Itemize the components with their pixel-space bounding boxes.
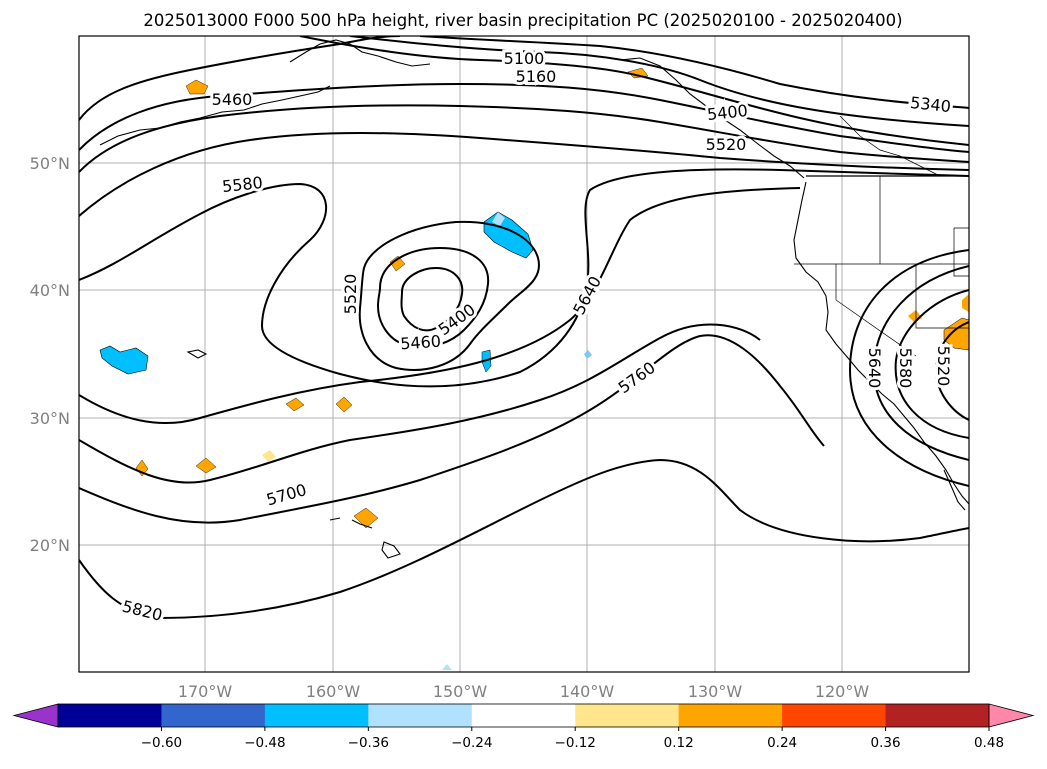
lat-tick-label: 50°N: [30, 154, 70, 173]
contour-label: 5520: [341, 274, 360, 315]
contour-label: 5520: [706, 135, 747, 154]
contour-line: [79, 104, 969, 173]
contour-line: [79, 168, 969, 388]
colorbar-segment: [161, 704, 266, 727]
lat-tick-label: 20°N: [30, 536, 70, 555]
state-border: [835, 264, 917, 357]
hawaii-islands: [329, 517, 401, 559]
contour-line-east: [848, 249, 969, 487]
precip-positive-blob: [627, 67, 649, 79]
precip-positive-blob: [185, 79, 209, 95]
contour-label: 5100: [504, 49, 545, 68]
precip-positive-blob: [262, 450, 276, 462]
lon-tick-label: 170°W: [178, 682, 233, 701]
colorbar-tick-label: 0.36: [871, 735, 901, 751]
precip-negative-blob: [99, 345, 149, 375]
contour-line: [79, 132, 969, 217]
contour-label: 5520: [934, 346, 953, 387]
contour-label: 5400: [706, 101, 748, 124]
colorbar-segment: [471, 704, 576, 727]
contour-line-5700: [79, 323, 761, 484]
precip-negative-blob: [584, 350, 592, 359]
us-west-coast: [793, 181, 969, 505]
colorbar-tick-label: 0.48: [974, 735, 1004, 751]
lon-tick-labels: 170°W 160°W 150°W 140°W 130°W 120°W: [178, 682, 870, 701]
colorbar-tick-label: 0.24: [767, 735, 797, 751]
contour-line: [299, 36, 969, 146]
colorbar-frame: [57, 703, 990, 728]
lat-tick-label: 40°N: [30, 281, 70, 300]
island: [186, 349, 208, 359]
precip-positive-blob: [195, 457, 217, 474]
colorbar-segment: [782, 704, 887, 727]
precip-positive-blob: [962, 294, 969, 312]
contour-label: 5460: [212, 90, 253, 109]
colorbar-tick-label: −0.12: [555, 735, 596, 751]
colorbar-left-extension: [12, 703, 59, 728]
contour-label: 5160: [516, 67, 557, 86]
contour-line: [79, 82, 969, 153]
state-border: [915, 264, 969, 329]
lon-tick-label: 140°W: [560, 682, 615, 701]
contour-label: 5580: [896, 348, 915, 389]
colorbar-segment: [264, 704, 369, 727]
contour-line-east: [934, 321, 969, 421]
map-frame: [78, 35, 970, 673]
contour-label: 5460: [400, 332, 442, 354]
colorbar-tick-label: −0.60: [141, 735, 182, 751]
contour-line-east: [894, 289, 969, 439]
lat-tick-labels: 50°N 40°N 30°N 20°N: [30, 154, 70, 555]
precip-positive-blob: [943, 317, 969, 351]
colorbar-right-extension: [988, 703, 1035, 728]
contour-line-5400: [400, 266, 464, 332]
lon-tick-label: 150°W: [433, 682, 488, 701]
colorbar-segment: [368, 704, 473, 727]
precip-positive-blob: [285, 397, 305, 412]
precip-positive-blob: [389, 255, 406, 272]
contour-line-east: [872, 265, 969, 461]
contour-line-5460: [376, 246, 490, 348]
precip-positive-blob: [353, 507, 379, 529]
baja-coast: [943, 469, 966, 511]
contour-line-5820: [79, 458, 969, 620]
alaska-coast: [99, 85, 331, 146]
contour-line: [419, 36, 969, 109]
lon-tick-label: 120°W: [815, 682, 870, 701]
height-contours: [79, 36, 969, 620]
precip-negative-blob: [442, 664, 452, 670]
contour-line: [79, 36, 401, 121]
lon-tick-label: 130°W: [688, 682, 743, 701]
colorbar-tick-label: −0.36: [348, 735, 389, 751]
state-border: [953, 227, 969, 277]
colorbar-segment: [58, 704, 162, 727]
colorbar-tick-label: 0.12: [664, 735, 694, 751]
contour-line: [349, 36, 969, 127]
precip-negative-blob: [492, 212, 505, 226]
colorbar-segment: [575, 704, 680, 727]
precip-shading: [99, 67, 969, 670]
precip-positive-blob: [335, 396, 353, 413]
colorbar-segment: [885, 704, 990, 727]
contour-line-5520: [358, 220, 541, 371]
figure-title: 2025013000 F000 500 hPa height, river ba…: [143, 11, 902, 30]
colorbar-tick-label: −0.24: [451, 735, 492, 751]
map-background: [79, 36, 969, 672]
colorbar-tick-label: −0.48: [244, 735, 285, 751]
contour-line-5640: [79, 187, 801, 424]
colorbar-segment: [678, 704, 783, 727]
state-border: [839, 115, 941, 177]
contour-line-5760: [79, 334, 825, 524]
lat-tick-label: 30°N: [30, 409, 70, 428]
map-panel: 5100 5160 5340 5400 5460 5520 5580 5520 …: [78, 35, 970, 673]
colorbar: −0.60 −0.48 −0.36 −0.24 −0.12 0.12 0.24 0.36 0.4…: [12, 703, 1035, 751]
contour-label: 5640: [865, 348, 884, 389]
lon-tick-label: 160°W: [306, 682, 361, 701]
